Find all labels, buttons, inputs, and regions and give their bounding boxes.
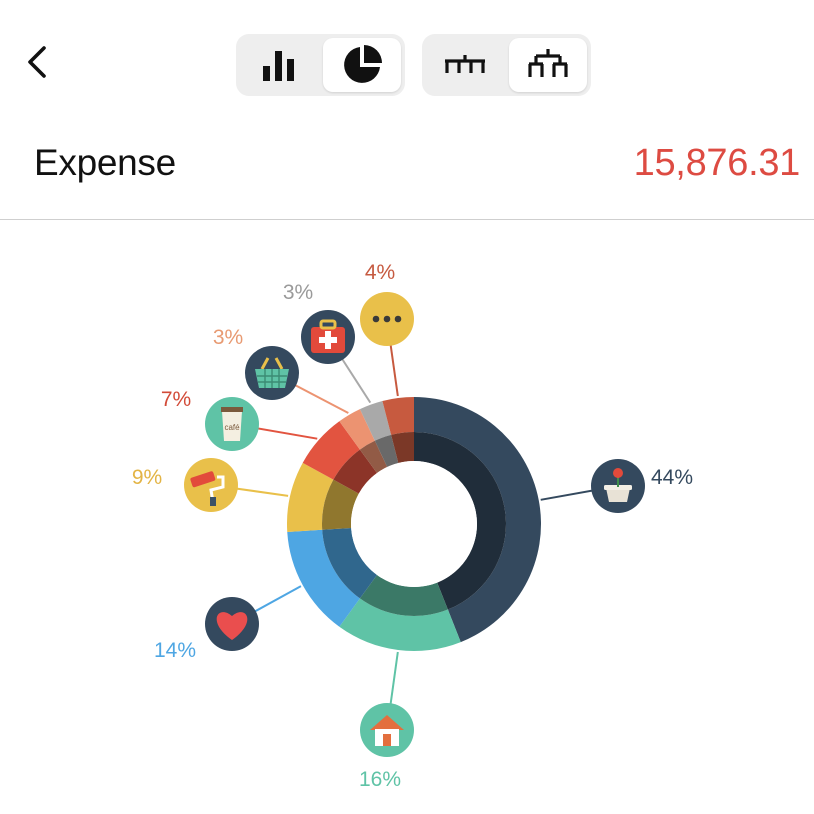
donut-slice[interactable] <box>339 409 375 450</box>
percent-label: 3% <box>213 326 243 349</box>
donut-slice[interactable] <box>287 462 334 532</box>
donut-slice[interactable] <box>359 400 392 441</box>
expense-header: Expense 15,876.31 <box>0 128 814 204</box>
expense-total: 15,876.31 <box>633 142 801 184</box>
page-title: Expense <box>34 142 176 183</box>
donut-slice[interactable] <box>302 421 360 480</box>
expense-donut-chart: café 44% 16% 14% 9% 7% 3% 3% 4% <box>132 261 693 791</box>
donut-inner-slice <box>322 527 377 599</box>
tree-hierarchy-icon <box>528 49 568 77</box>
flower-pot-icon[interactable] <box>591 459 645 513</box>
donut-slice[interactable] <box>339 598 461 651</box>
bar-chart-icon <box>263 51 294 81</box>
percent-label: 4% <box>365 261 395 284</box>
bar-chart-button[interactable] <box>240 38 318 92</box>
category-icons[interactable]: café <box>184 292 645 757</box>
inner-ring <box>322 432 506 616</box>
coffee-cup-icon[interactable]: café <box>205 397 259 451</box>
paint-roller-icon[interactable] <box>184 458 238 512</box>
donut-inner-slice <box>322 479 359 530</box>
outer-ring <box>287 397 542 651</box>
flat-hierarchy-icon <box>445 55 485 73</box>
more-icon[interactable] <box>360 292 414 346</box>
percent-label: 16% <box>359 768 401 791</box>
shopping-basket-icon[interactable] <box>245 346 299 400</box>
donut-inner-slice <box>359 440 388 474</box>
donut-inner-slice <box>374 434 399 467</box>
flat-hierarchy-button[interactable] <box>426 38 504 92</box>
percent-label: 9% <box>132 466 162 489</box>
pie-chart-button[interactable] <box>323 38 401 92</box>
donut-inner-slice <box>333 449 377 494</box>
donut-inner-slice <box>414 432 506 610</box>
percent-label: 44% <box>651 466 693 489</box>
svg-text:café: café <box>224 423 240 432</box>
chevron-left-icon <box>28 46 46 78</box>
level-toggle <box>422 34 591 96</box>
chart-type-toggle <box>236 34 405 96</box>
percent-label: 14% <box>154 639 196 662</box>
tree-hierarchy-button[interactable] <box>509 38 587 92</box>
house-icon[interactable] <box>360 703 414 757</box>
donut-hole <box>351 461 477 587</box>
donut-slice[interactable] <box>287 529 360 627</box>
donut-inner-slice <box>359 574 448 616</box>
donut-slice[interactable] <box>414 397 542 643</box>
pie-chart-icon <box>344 45 382 83</box>
percent-label: 3% <box>283 281 313 304</box>
heart-icon[interactable] <box>205 597 259 651</box>
first-aid-kit-icon[interactable] <box>301 310 355 364</box>
donut-slice[interactable] <box>382 397 414 435</box>
percent-label: 7% <box>161 388 191 411</box>
back-button[interactable] <box>22 40 62 84</box>
divider <box>0 219 814 220</box>
percent-labels: 44% 16% 14% 9% 7% 3% 3% 4% <box>132 261 693 791</box>
donut-inner-slice <box>391 432 414 463</box>
